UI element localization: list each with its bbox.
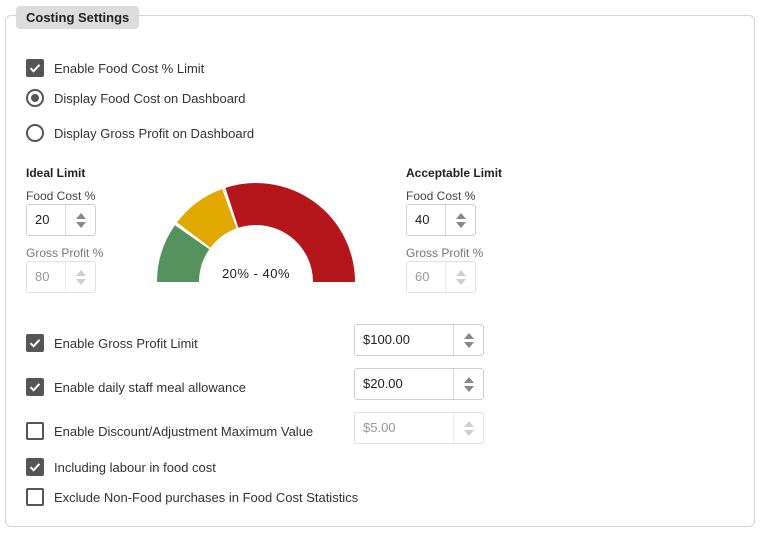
gross-profit-limit-option[interactable]: Enable Gross Profit Limit	[26, 334, 198, 352]
discount-max-label: Enable Discount/Adjustment Maximum Value	[54, 423, 314, 439]
discount-max-option[interactable]: Enable Discount/Adjustment Maximum Value	[26, 422, 313, 440]
arrow-down-icon[interactable]	[75, 221, 86, 228]
ideal-gross-profit-arrows	[65, 262, 95, 292]
acceptable-gross-profit-stepper: 60	[406, 261, 476, 293]
staff-meal-arrows[interactable]	[453, 369, 483, 399]
checkmark-icon	[29, 339, 41, 348]
gauge-segment-green	[157, 225, 210, 283]
labour-label: Including labour in food cost	[54, 459, 216, 475]
discount-max-value: $5.00	[363, 420, 396, 435]
display-gross-profit-radio[interactable]	[26, 124, 44, 142]
display-gross-profit-label: Display Gross Profit on Dashboard	[54, 125, 255, 141]
acceptable-food-cost-label: Food Cost %	[406, 189, 476, 203]
food-cost-gauge	[157, 183, 355, 283]
arrow-down-icon[interactable]	[463, 341, 474, 348]
checkmark-icon	[29, 463, 41, 472]
gross-profit-limit-value[interactable]: $100.00	[363, 332, 410, 347]
non-food-option[interactable]: Exclude Non-Food purchases in Food Cost …	[26, 488, 358, 506]
gauge-segment-yellow	[176, 188, 238, 249]
discount-max-input: $5.00	[354, 412, 484, 444]
ideal-limit-heading: Ideal Limit	[26, 166, 86, 180]
ideal-gross-profit-value: 80	[35, 269, 50, 284]
staff-meal-input[interactable]: $20.00	[354, 368, 484, 400]
display-food-cost-option[interactable]: Display Food Cost on Dashboard	[26, 89, 246, 107]
radio-selected-dot	[31, 94, 39, 102]
display-food-cost-radio[interactable]	[26, 89, 44, 107]
acceptable-gross-profit-label: Gross Profit %	[406, 246, 484, 260]
arrow-up-icon[interactable]	[463, 332, 474, 339]
labour-checkbox[interactable]	[26, 458, 44, 476]
ideal-gross-profit-stepper: 80	[26, 261, 96, 293]
checkmark-icon	[29, 383, 41, 392]
gross-profit-limit-arrows[interactable]	[453, 325, 483, 355]
food-cost-limit-label: Enable Food Cost % Limit	[54, 60, 205, 76]
acceptable-food-cost-stepper[interactable]: 40	[406, 204, 476, 236]
arrow-down-icon	[455, 278, 466, 285]
arrow-up-icon	[463, 420, 474, 427]
ideal-food-cost-value[interactable]: 20	[35, 212, 50, 227]
ideal-food-cost-stepper[interactable]: 20	[26, 204, 96, 236]
food-cost-limit-checkbox[interactable]	[26, 59, 44, 77]
food-cost-limit-option[interactable]: Enable Food Cost % Limit	[26, 59, 204, 77]
acceptable-limit-heading: Acceptable Limit	[406, 166, 503, 180]
arrow-up-icon[interactable]	[463, 376, 474, 383]
arrow-down-icon	[75, 278, 86, 285]
discount-max-arrows	[453, 413, 483, 443]
ideal-food-cost-arrows[interactable]	[65, 205, 95, 235]
discount-max-checkbox[interactable]	[26, 422, 44, 440]
arrow-down-icon[interactable]	[463, 385, 474, 392]
labour-option[interactable]: Including labour in food cost	[26, 458, 216, 476]
staff-meal-checkbox[interactable]	[26, 378, 44, 396]
gross-profit-limit-label: Enable Gross Profit Limit	[54, 335, 198, 351]
ideal-food-cost-label: Food Cost %	[26, 189, 96, 203]
ideal-gross-profit-label: Gross Profit %	[26, 246, 104, 260]
arrow-up-icon[interactable]	[455, 212, 466, 219]
display-food-cost-label: Display Food Cost on Dashboard	[54, 90, 246, 106]
display-gross-profit-option[interactable]: Display Gross Profit on Dashboard	[26, 124, 254, 142]
gauge-range-text: 20% - 40%	[221, 266, 291, 281]
gross-profit-limit-input[interactable]: $100.00	[354, 324, 484, 356]
panel-legend: Costing Settings	[16, 6, 140, 29]
arrow-up-icon[interactable]	[75, 212, 86, 219]
non-food-checkbox[interactable]	[26, 488, 44, 506]
staff-meal-value[interactable]: $20.00	[363, 376, 403, 391]
acceptable-gross-profit-arrows	[445, 262, 475, 292]
costing-settings-panel	[5, 15, 755, 527]
gross-profit-limit-checkbox[interactable]	[26, 334, 44, 352]
checkmark-icon	[29, 64, 41, 73]
staff-meal-label: Enable daily staff meal allowance	[54, 379, 246, 395]
arrow-down-icon[interactable]	[455, 221, 466, 228]
acceptable-gross-profit-value: 60	[415, 269, 430, 284]
staff-meal-option[interactable]: Enable daily staff meal allowance	[26, 378, 246, 396]
acceptable-food-cost-arrows[interactable]	[445, 205, 475, 235]
non-food-label: Exclude Non-Food purchases in Food Cost …	[54, 489, 359, 505]
arrow-up-icon	[455, 269, 466, 276]
arrow-up-icon	[75, 269, 86, 276]
acceptable-food-cost-value[interactable]: 40	[415, 212, 430, 227]
arrow-down-icon	[463, 429, 474, 436]
gauge-segment-red	[225, 183, 355, 283]
